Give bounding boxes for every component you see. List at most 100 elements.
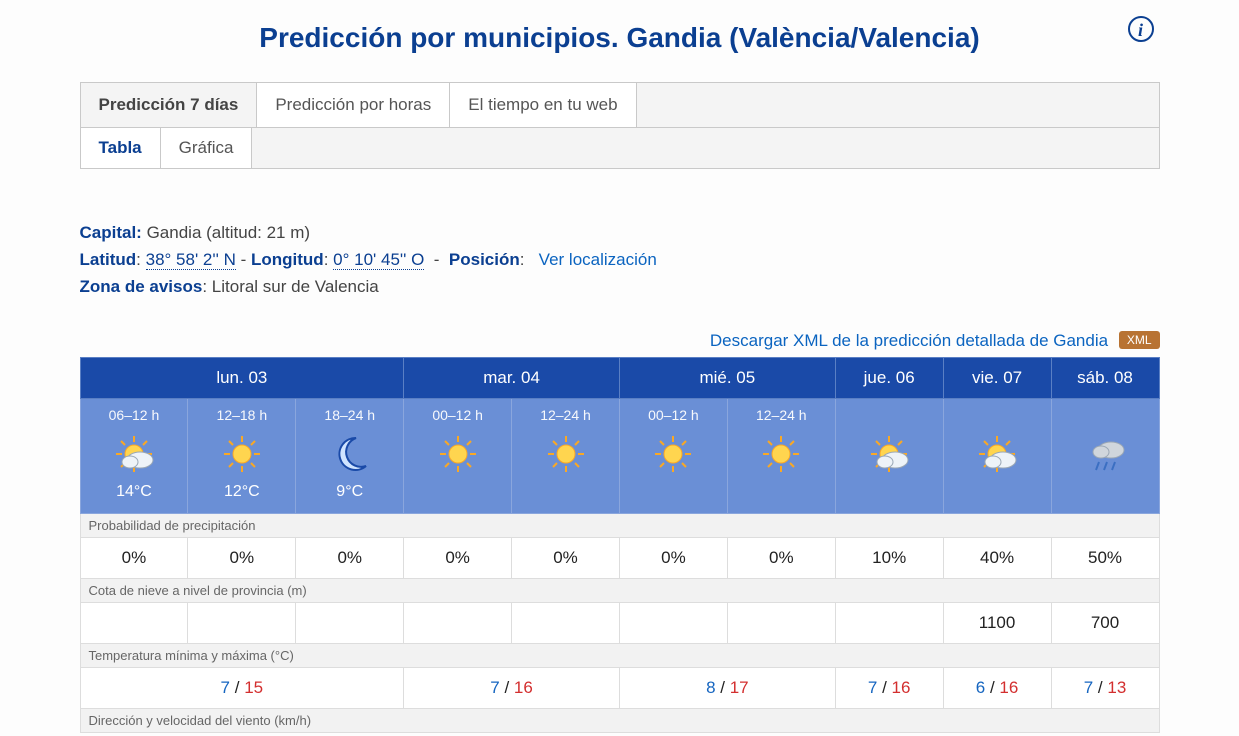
sub-tab-0[interactable]: Tabla [81, 128, 161, 168]
lat-link[interactable]: 38° 58' 2'' N [146, 250, 236, 270]
precip-value: 0% [404, 537, 512, 578]
sun-icon [622, 431, 725, 477]
snow-value [296, 602, 404, 643]
sub-tabs: TablaGráfica [80, 128, 1160, 169]
snow-value [512, 602, 620, 643]
day-header: sáb. 08 [1051, 357, 1159, 398]
sun-cloud-icon [838, 431, 941, 477]
precip-value: 0% [619, 537, 727, 578]
temp-minmax: 7 / 13 [1051, 667, 1159, 708]
sun-cloud-icon [946, 431, 1049, 477]
main-tabs: Predicción 7 díasPredicción por horasEl … [80, 82, 1160, 128]
sun-icon [190, 431, 293, 477]
day-header: mar. 04 [404, 357, 620, 398]
temp-label: Temperatura mínima y máxima (°C) [80, 643, 1159, 667]
pos-link[interactable]: Ver localización [539, 250, 657, 269]
forecast-slot [943, 398, 1051, 513]
main-tab-0[interactable]: Predicción 7 días [81, 83, 258, 127]
forecast-slot: 00–12 h [404, 398, 512, 513]
slot-temp [1054, 483, 1157, 503]
time-range: 12–24 h [730, 407, 833, 425]
forecast-slot: 12–24 h [512, 398, 620, 513]
time-range: 18–24 h [298, 407, 401, 425]
day-header: vie. 07 [943, 357, 1051, 398]
slot-temp: 9°C [298, 483, 401, 503]
sub-tab-1[interactable]: Gráfica [161, 128, 253, 168]
forecast-slot: 00–12 h [619, 398, 727, 513]
precip-value: 0% [188, 537, 296, 578]
time-range: 00–12 h [622, 407, 725, 425]
main-tab-1[interactable]: Predicción por horas [257, 83, 450, 127]
forecast-slot: 06–12 h 14°C [80, 398, 188, 513]
snow-label: Cota de nieve a nivel de provincia (m) [80, 578, 1159, 602]
sun-cloud-icon [83, 431, 186, 477]
slot-temp: 12°C [190, 483, 293, 503]
snow-value: 700 [1051, 602, 1159, 643]
snow-value [80, 602, 188, 643]
temp-minmax: 8 / 17 [619, 667, 835, 708]
sun-icon [730, 431, 833, 477]
snow-value [619, 602, 727, 643]
xml-badge[interactable]: XML [1119, 331, 1160, 349]
time-range: 12–24 h [514, 407, 617, 425]
download-row: Descargar XML de la predicción detallada… [80, 331, 1160, 351]
day-header: jue. 06 [835, 357, 943, 398]
time-range [838, 407, 941, 425]
snow-value [188, 602, 296, 643]
forecast-table: lun. 03mar. 04mié. 05jue. 06vie. 07sáb. … [80, 357, 1160, 733]
slot-temp [622, 483, 725, 503]
temp-minmax: 7 / 15 [80, 667, 404, 708]
time-range [946, 407, 1049, 425]
page-title: Predicción por municipios. Gandia (Valèn… [80, 22, 1160, 54]
slot-temp [946, 483, 1049, 503]
forecast-slot: 12–24 h [727, 398, 835, 513]
location-meta: Capital: Gandia (altitud: 21 m) Latitud:… [80, 219, 1160, 301]
capital-label: Capital: [80, 223, 142, 242]
forecast-slot: 18–24 h 9°C [296, 398, 404, 513]
precip-value: 0% [296, 537, 404, 578]
lat-label: Latitud [80, 250, 137, 269]
zone-value: Litoral sur de Valencia [212, 277, 379, 296]
snow-value [404, 602, 512, 643]
precip-value: 0% [80, 537, 188, 578]
zone-label: Zona de avisos [80, 277, 203, 296]
lon-label: Longitud [251, 250, 324, 269]
day-header: lun. 03 [80, 357, 404, 398]
snow-value: 1100 [943, 602, 1051, 643]
precip-value: 0% [512, 537, 620, 578]
slot-temp [406, 483, 509, 503]
cloud-rain-icon [1054, 431, 1157, 477]
time-range: 00–12 h [406, 407, 509, 425]
forecast-slot [1051, 398, 1159, 513]
temp-minmax: 7 / 16 [835, 667, 943, 708]
forecast-slot: 12–18 h 12°C [188, 398, 296, 513]
precip-value: 40% [943, 537, 1051, 578]
precip-value: 50% [1051, 537, 1159, 578]
time-range: 06–12 h [83, 407, 186, 425]
forecast-slot [835, 398, 943, 513]
day-header: mié. 05 [619, 357, 835, 398]
precip-value: 10% [835, 537, 943, 578]
slot-temp [514, 483, 617, 503]
precip-label: Probabilidad de precipitación [80, 513, 1159, 537]
slot-temp [838, 483, 941, 503]
capital-value: Gandia (altitud: 21 m) [147, 223, 310, 242]
snow-value [835, 602, 943, 643]
pos-label: Posición [449, 250, 520, 269]
time-range [1054, 407, 1157, 425]
temp-minmax: 7 / 16 [404, 667, 620, 708]
time-range: 12–18 h [190, 407, 293, 425]
snow-value [727, 602, 835, 643]
sun-icon [514, 431, 617, 477]
temp-minmax: 6 / 16 [943, 667, 1051, 708]
sun-icon [406, 431, 509, 477]
slot-temp [730, 483, 833, 503]
main-tab-2[interactable]: El tiempo en tu web [450, 83, 636, 127]
wind-label: Dirección y velocidad del viento (km/h) [80, 708, 1159, 732]
precip-value: 0% [727, 537, 835, 578]
lon-link[interactable]: 0° 10' 45'' O [333, 250, 424, 270]
slot-temp: 14°C [83, 483, 186, 503]
download-xml-link[interactable]: Descargar XML de la predicción detallada… [710, 331, 1108, 350]
info-icon[interactable]: i [1128, 16, 1154, 42]
moon-icon [298, 431, 401, 477]
